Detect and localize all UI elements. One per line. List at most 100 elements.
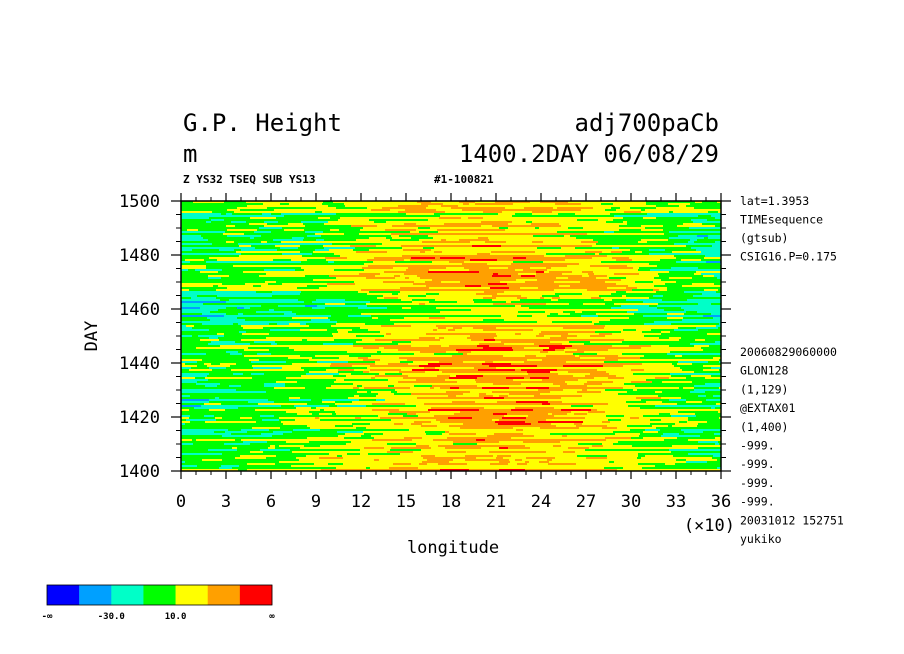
heatmap-cell xyxy=(353,211,370,214)
heatmap-cell xyxy=(673,369,683,372)
heatmap-cell xyxy=(328,205,346,208)
heatmap-cell xyxy=(655,257,662,260)
heatmap-cell xyxy=(450,317,460,320)
heatmap-cell xyxy=(268,447,276,450)
heatmap-cell xyxy=(646,325,669,328)
heatmap-cell xyxy=(245,283,269,286)
heatmap-cell xyxy=(599,295,623,298)
heatmap-cell xyxy=(181,259,186,262)
heatmap-cell xyxy=(669,389,695,392)
heatmap-cell xyxy=(554,407,559,410)
heatmap-cell xyxy=(694,237,705,240)
heatmap-cell xyxy=(324,409,337,412)
heatmap-cell xyxy=(433,427,461,430)
heatmap-cell xyxy=(483,247,514,250)
heatmap-cell xyxy=(546,253,566,256)
heatmap-cell xyxy=(206,213,222,216)
heatmap-cell xyxy=(181,371,196,374)
heatmap-cell xyxy=(453,441,477,444)
heatmap-cell xyxy=(201,247,215,250)
heatmap-cell xyxy=(477,345,484,348)
heatmap-cell xyxy=(360,449,391,452)
heatmap-cell xyxy=(285,385,308,388)
heatmap-cell xyxy=(663,341,689,344)
heatmap-cell xyxy=(414,421,432,424)
heatmap-cell xyxy=(471,467,503,470)
heatmap-cell xyxy=(545,357,550,360)
heatmap-cell xyxy=(579,355,599,358)
heatmap-cell xyxy=(429,317,446,320)
heatmap-cell xyxy=(348,361,359,364)
info-line: 20031012 152751 xyxy=(740,513,844,527)
heatmap-cell xyxy=(371,315,396,318)
heatmap-cell xyxy=(437,375,451,378)
heatmap-cell xyxy=(293,463,315,466)
heatmap-cell xyxy=(493,455,498,458)
heatmap-cell xyxy=(642,461,661,464)
heatmap-cell xyxy=(482,387,510,390)
heatmap-cell xyxy=(532,211,553,214)
heatmap-cell xyxy=(410,331,435,334)
heatmap-cell xyxy=(332,333,350,336)
heatmap-cell xyxy=(298,239,304,242)
heatmap-cell xyxy=(690,393,721,396)
heatmap-cell xyxy=(370,369,402,372)
heatmap-cell xyxy=(252,365,259,368)
heatmap-cell xyxy=(347,351,366,354)
heatmap-cell xyxy=(607,465,625,468)
heatmap-cell xyxy=(193,355,202,358)
heatmap-cell xyxy=(562,401,587,404)
heatmap-cell xyxy=(236,391,267,394)
heatmap-cell xyxy=(415,469,441,471)
heatmap-cell xyxy=(574,365,604,368)
heatmap-cell xyxy=(686,275,704,278)
heatmap-cell xyxy=(707,461,721,464)
heatmap-cell xyxy=(713,337,721,340)
heatmap-cell xyxy=(618,393,635,396)
heatmap-cell xyxy=(186,455,218,458)
heatmap-cell xyxy=(319,289,341,292)
heatmap-cell xyxy=(698,423,721,426)
heatmap-cell xyxy=(181,435,197,438)
heatmap-cell xyxy=(356,341,375,344)
heatmap-cell xyxy=(562,343,579,346)
heatmap-cell xyxy=(181,431,190,434)
heatmap-cell xyxy=(595,253,600,256)
heatmap-cell xyxy=(214,415,235,418)
heatmap-cell xyxy=(274,309,289,312)
heatmap-cell xyxy=(211,245,240,248)
heatmap-cell xyxy=(426,293,440,296)
heatmap-cell xyxy=(276,217,289,220)
heatmap-cell xyxy=(474,393,480,396)
heatmap-cell xyxy=(417,263,425,266)
heatmap-cell xyxy=(186,419,217,422)
heatmap-cell xyxy=(582,395,610,398)
heatmap-cell xyxy=(181,271,201,274)
heatmap-cell xyxy=(420,277,431,280)
heatmap-cell xyxy=(568,449,586,452)
heatmap-cell xyxy=(667,289,685,292)
heatmap-cell xyxy=(317,411,336,414)
heatmap-cell xyxy=(717,277,721,280)
heatmap-cell xyxy=(509,403,517,406)
heatmap-cell xyxy=(708,389,721,392)
heatmap-cell xyxy=(590,341,607,344)
heatmap-cell xyxy=(693,321,711,324)
heatmap-cell xyxy=(366,285,390,288)
heatmap-cell xyxy=(519,329,534,332)
heatmap-cell xyxy=(716,353,721,356)
heatmap-cell xyxy=(591,213,611,216)
heatmap-cell xyxy=(497,407,516,410)
heatmap-cell xyxy=(301,405,315,408)
heatmap-cell xyxy=(582,329,602,332)
heatmap-cell xyxy=(276,391,285,394)
heatmap-cell xyxy=(553,317,585,320)
heatmap-cell xyxy=(558,323,583,326)
heatmap-cell xyxy=(554,237,577,240)
heatmap-cell xyxy=(520,299,552,302)
heatmap-cell xyxy=(299,459,306,462)
heatmap-cell xyxy=(519,387,527,390)
heatmap-cell xyxy=(624,375,655,378)
heatmap-cell xyxy=(226,213,233,216)
heatmap-cell xyxy=(576,221,597,224)
